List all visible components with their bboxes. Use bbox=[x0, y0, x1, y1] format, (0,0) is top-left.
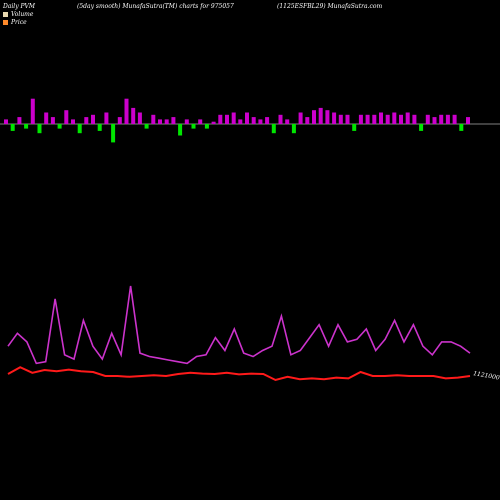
header-left: Daily PVM bbox=[3, 3, 36, 10]
volume-bar bbox=[164, 119, 169, 124]
legend-volume-swatch bbox=[3, 12, 8, 17]
volume-bar bbox=[4, 119, 8, 124]
volume-bar bbox=[211, 121, 216, 124]
volume-bar bbox=[251, 117, 256, 124]
legend-volume: Volume bbox=[3, 11, 33, 18]
volume-bar bbox=[459, 124, 464, 131]
volume-bar bbox=[50, 117, 55, 124]
legend-price: Price bbox=[3, 19, 27, 26]
legend-price-swatch bbox=[3, 20, 8, 25]
volume-bar bbox=[97, 124, 102, 131]
volume-bar bbox=[278, 114, 283, 124]
volume-bar bbox=[419, 124, 424, 131]
volume-bar bbox=[111, 124, 116, 143]
volume-bar bbox=[372, 114, 377, 124]
header-middle: (5day smooth) MunafaSutra(TM) charts for… bbox=[77, 3, 234, 10]
volume-bar bbox=[439, 114, 444, 124]
price-label: 1121000.00 bbox=[473, 370, 500, 383]
volume-bar bbox=[358, 114, 363, 124]
volume-bar bbox=[379, 112, 383, 124]
volume-bar bbox=[64, 110, 69, 124]
volume-bar bbox=[432, 117, 437, 124]
volume-bar bbox=[131, 107, 136, 124]
volume-bar bbox=[218, 114, 223, 124]
volume-bar bbox=[171, 117, 176, 124]
volume-bar bbox=[452, 114, 457, 124]
volume-bar bbox=[312, 110, 316, 124]
volume-bar bbox=[225, 114, 229, 124]
volume-bar bbox=[392, 112, 397, 124]
volume-bar bbox=[44, 112, 49, 124]
volume-bar bbox=[57, 124, 62, 129]
volume-bar bbox=[399, 114, 403, 124]
volume-bar bbox=[352, 124, 357, 131]
volume-bar bbox=[325, 110, 330, 124]
volume-bar bbox=[77, 124, 82, 134]
volume-bar bbox=[137, 112, 142, 124]
volume-bar bbox=[204, 124, 209, 129]
volume-bar bbox=[345, 114, 350, 124]
volume-bar bbox=[158, 119, 162, 124]
volume-bar bbox=[124, 98, 129, 124]
header-right: (1125ESFBL29) MunafaSutra.com bbox=[277, 3, 383, 10]
volume-bar bbox=[37, 124, 42, 134]
volume-bar bbox=[245, 112, 249, 124]
volume-bar bbox=[231, 112, 236, 124]
legend-volume-label: Volume bbox=[11, 11, 34, 18]
volume-bar bbox=[305, 117, 310, 124]
volume-bar bbox=[91, 114, 95, 124]
volume-bar bbox=[265, 117, 270, 124]
volume-bar bbox=[291, 124, 296, 134]
volume-bar bbox=[117, 117, 122, 124]
volume-bar bbox=[318, 107, 323, 124]
volume-bar bbox=[71, 119, 75, 124]
volume-bar bbox=[191, 124, 196, 129]
smoothed-volume-line bbox=[7, 285, 471, 365]
volume-bar bbox=[17, 117, 22, 124]
volume-bar bbox=[332, 112, 337, 124]
volume-bar bbox=[84, 117, 89, 124]
volume-bar bbox=[198, 119, 203, 124]
volume-bar bbox=[258, 119, 263, 124]
volume-bar bbox=[385, 114, 390, 124]
volume-bar bbox=[184, 119, 189, 124]
volume-bar bbox=[24, 124, 29, 129]
volume-bar bbox=[365, 114, 370, 124]
volume-bar bbox=[412, 114, 417, 124]
volume-bar bbox=[178, 124, 183, 136]
volume-bar bbox=[104, 112, 109, 124]
volume-bar bbox=[151, 114, 156, 124]
volume-bar bbox=[144, 124, 149, 129]
price-line bbox=[7, 366, 471, 382]
legend-price-label: Price bbox=[11, 19, 27, 26]
volume-bar bbox=[405, 112, 410, 124]
volume-bar bbox=[425, 114, 430, 124]
volume-bar bbox=[10, 124, 15, 131]
volume-bar bbox=[238, 119, 243, 124]
volume-bar bbox=[30, 98, 35, 124]
volume-bar bbox=[298, 112, 303, 124]
volume-bar bbox=[271, 124, 276, 134]
volume-bar bbox=[466, 117, 470, 124]
volume-bar bbox=[285, 119, 290, 124]
volume-bar bbox=[445, 114, 450, 124]
volume-bar bbox=[338, 114, 343, 124]
